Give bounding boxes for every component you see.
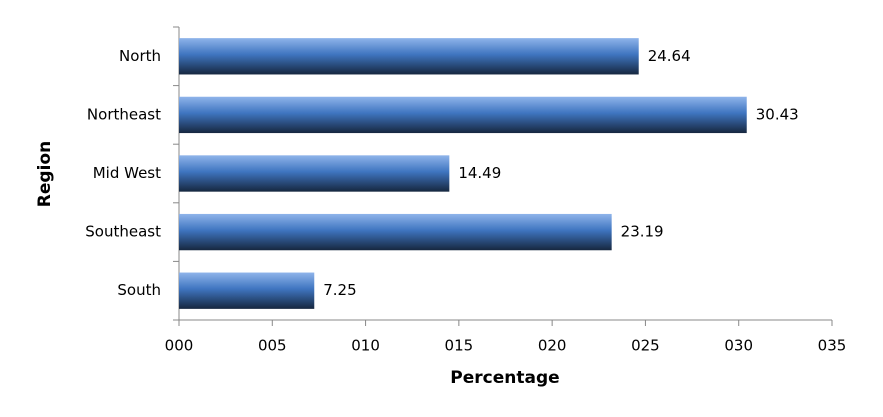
y-tick-label: Northeast [87, 105, 161, 123]
data-label: 30.43 [756, 105, 799, 123]
x-tick-label: 025 [631, 337, 660, 355]
y-tick-label: South [117, 281, 161, 299]
x-tick-label: 015 [445, 337, 474, 355]
y-tick-label: Southeast [85, 223, 161, 241]
bar [179, 155, 450, 192]
y-tick-label: North [119, 47, 161, 65]
bar [179, 213, 612, 251]
y-axis-title: Region [35, 141, 55, 207]
x-tick-label: 020 [538, 337, 567, 355]
data-label: 7.25 [323, 281, 356, 299]
bar [179, 38, 639, 75]
x-tick-label: 030 [724, 337, 753, 355]
x-axis-title: Percentage [450, 368, 559, 388]
data-label: 14.49 [458, 164, 501, 182]
bar [179, 272, 315, 309]
x-tick-label: 000 [165, 337, 194, 355]
x-tick-label: 005 [258, 337, 287, 355]
data-label: 24.64 [648, 47, 691, 65]
x-tick-label: 035 [818, 337, 847, 355]
x-tick-label: 010 [351, 337, 380, 355]
y-tick-label: Mid West [93, 164, 161, 182]
data-label: 23.19 [621, 223, 664, 241]
bar [179, 96, 747, 134]
